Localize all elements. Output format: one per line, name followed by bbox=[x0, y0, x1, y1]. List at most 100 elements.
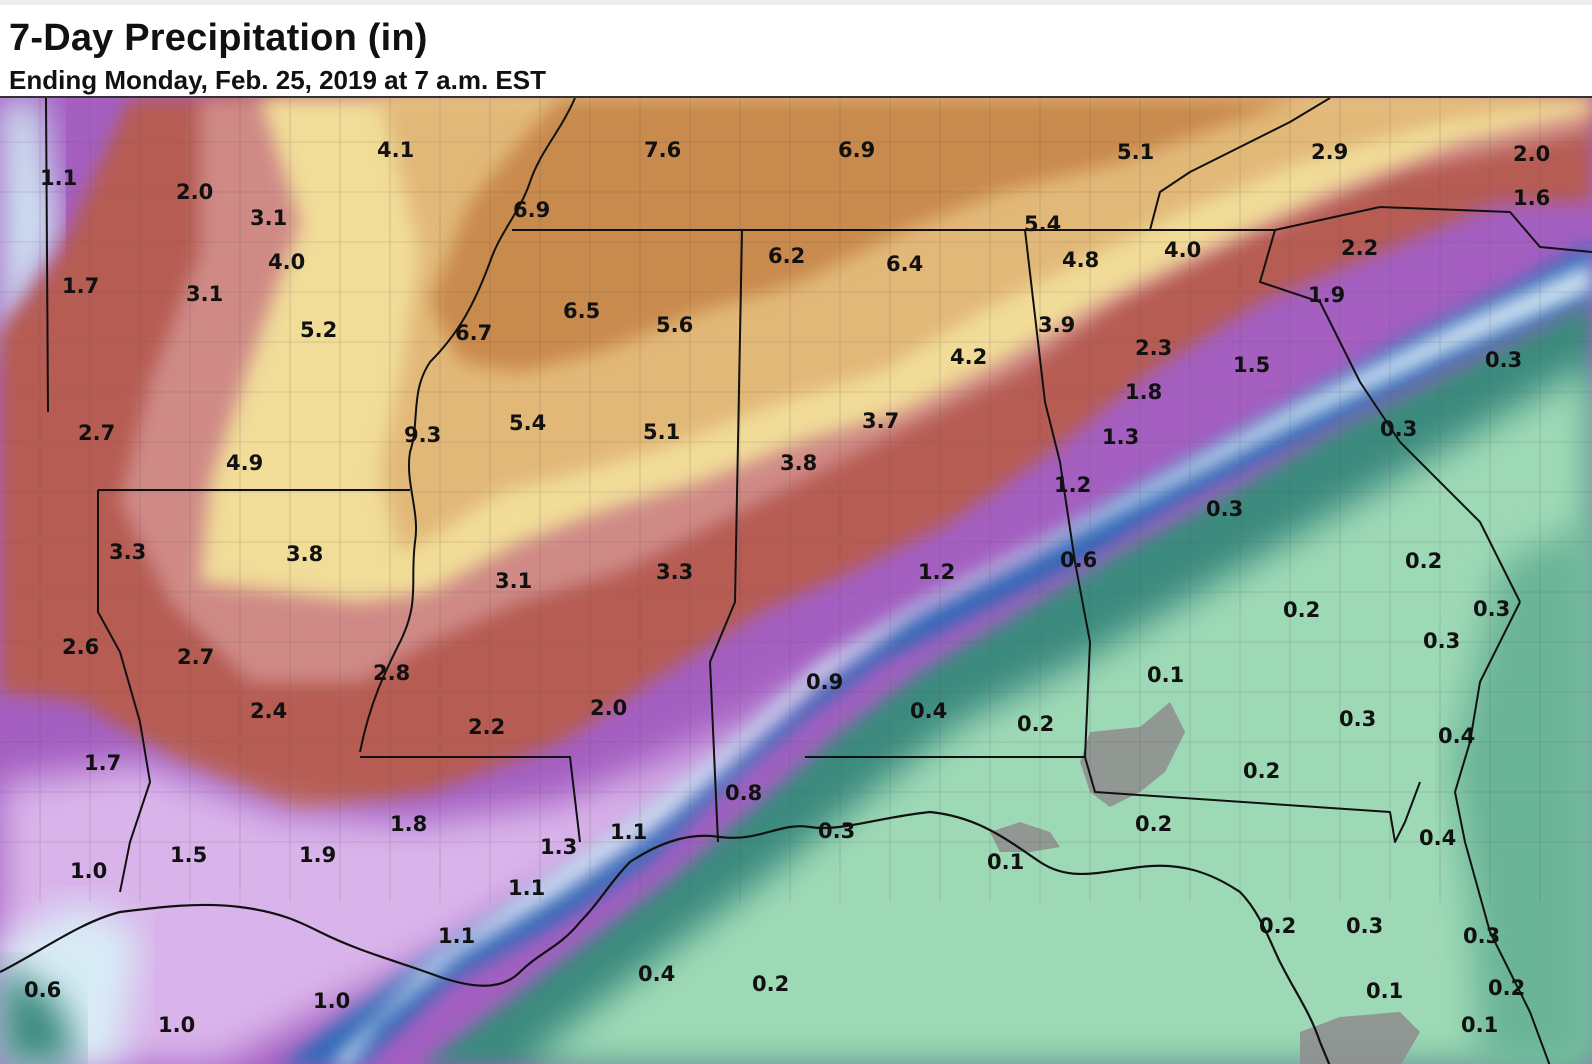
precip-value-label: 3.1 bbox=[495, 569, 532, 593]
precip-value-label: 2.9 bbox=[1311, 140, 1348, 164]
precip-shading bbox=[0, 98, 1592, 1064]
precip-value-label: 3.1 bbox=[186, 282, 223, 306]
precip-value-label: 4.0 bbox=[1164, 238, 1201, 262]
precip-value-label: 0.3 bbox=[1485, 348, 1522, 372]
precip-value-label: 4.1 bbox=[377, 138, 414, 162]
band-light-blue-strip bbox=[331, 262, 1592, 1064]
precip-value-label: 1.2 bbox=[1054, 473, 1091, 497]
precip-value-label: 4.8 bbox=[1062, 248, 1099, 272]
precip-value-label: 3.3 bbox=[656, 560, 693, 584]
precip-value-label: 0.6 bbox=[24, 978, 61, 1002]
border-ms-la bbox=[360, 756, 581, 843]
border-ga-fl-coast bbox=[1454, 601, 1551, 1064]
precip-value-label: 0.3 bbox=[1473, 597, 1510, 621]
precip-value-label: 2.8 bbox=[373, 661, 410, 685]
precip-value-label: 2.3 bbox=[1135, 336, 1172, 360]
precipitation-map: 1.1 2.0 3.1 4.1 7.6 6.9 5.1 2.9 2.0 1.6 6.9 5.4 1.7 4… bbox=[0, 96, 1592, 1064]
precip-value-label: 0.2 bbox=[1405, 549, 1442, 573]
precip-value-label: 5.4 bbox=[1024, 212, 1061, 236]
precip-value-label: 1.8 bbox=[1125, 380, 1162, 404]
border-nc-sc bbox=[1274, 206, 1592, 253]
border-al-ga bbox=[1024, 229, 1091, 758]
precip-value-label: 1.0 bbox=[70, 859, 107, 883]
precip-value-label: 1.5 bbox=[1233, 353, 1270, 377]
gray-area-2 bbox=[990, 822, 1060, 852]
precip-value-label: 0.3 bbox=[1206, 497, 1243, 521]
precip-value-label: 1.1 bbox=[508, 876, 545, 900]
precip-value-label: 0.4 bbox=[638, 962, 675, 986]
precip-value-label: 7.6 bbox=[644, 138, 681, 162]
precip-value-label: 0.9 bbox=[806, 670, 843, 694]
precip-value-label: 0.3 bbox=[1463, 924, 1500, 948]
precip-value-label: 0.4 bbox=[910, 699, 947, 723]
map-header: 7-Day Precipitation (in) Ending Monday, … bbox=[0, 0, 1592, 96]
precip-value-label: 2.4 bbox=[250, 699, 287, 723]
band-mint bbox=[522, 362, 1592, 1064]
precip-value-label: 2.7 bbox=[177, 645, 214, 669]
map-subtitle: Ending Monday, Feb. 25, 2019 at 7 a.m. E… bbox=[9, 65, 546, 95]
state-borders bbox=[45, 98, 1592, 1064]
gray-area-3 bbox=[1300, 1012, 1420, 1064]
precip-value-label: 1.3 bbox=[1102, 425, 1139, 449]
precip-value-label: 6.2 bbox=[768, 244, 805, 268]
precip-value-label: 1.5 bbox=[170, 843, 207, 867]
precip-value-label: 2.6 bbox=[62, 635, 99, 659]
precip-value-label: 0.3 bbox=[1339, 707, 1376, 731]
border-la-tx bbox=[97, 490, 151, 893]
precip-value-label: 5.2 bbox=[300, 318, 337, 342]
precip-value-label: 3.7 bbox=[862, 409, 899, 433]
precip-value-label: 0.1 bbox=[1461, 1013, 1498, 1037]
precip-value-label: 2.2 bbox=[1341, 236, 1378, 260]
precip-value-label: 1.9 bbox=[299, 843, 336, 867]
precip-value-label: 0.4 bbox=[1438, 724, 1475, 748]
band-green-coast bbox=[1450, 522, 1592, 1064]
precip-value-label: 2.7 bbox=[78, 421, 115, 445]
precip-value-label: 4.0 bbox=[268, 250, 305, 274]
precip-value-label: 0.2 bbox=[1488, 976, 1525, 1000]
precip-value-label: 3.9 bbox=[1038, 313, 1075, 337]
band-light-blue-west bbox=[0, 98, 60, 362]
gray-area-1 bbox=[1080, 702, 1185, 807]
precip-value-label: 1.0 bbox=[313, 989, 350, 1013]
band-teal-sw bbox=[0, 962, 80, 1064]
precip-value-label: 1.9 bbox=[1308, 283, 1345, 307]
precip-value-label: 1.3 bbox=[540, 835, 577, 859]
precip-value-label: 6.4 bbox=[886, 252, 923, 276]
precip-value-label: 1.1 bbox=[610, 820, 647, 844]
border-tx-ar bbox=[45, 98, 49, 413]
precip-value-label: 6.9 bbox=[838, 138, 875, 162]
precip-value-label: 1.1 bbox=[438, 924, 475, 948]
border-ga-sc bbox=[1259, 229, 1521, 603]
precip-value-label: 0.2 bbox=[1243, 759, 1280, 783]
precip-value-label: 0.1 bbox=[1147, 663, 1184, 687]
precip-value-label: 1.1 bbox=[40, 166, 77, 190]
precip-value-label: 0.1 bbox=[987, 850, 1024, 874]
precip-value-label: 4.9 bbox=[226, 451, 263, 475]
precip-value-label: 0.3 bbox=[818, 819, 855, 843]
precip-value-label: 2.2 bbox=[468, 715, 505, 739]
precip-value-label: 0.4 bbox=[1419, 826, 1456, 850]
gulf-coastline bbox=[0, 810, 1331, 1064]
precip-value-label: 5.1 bbox=[643, 420, 680, 444]
precip-value-label: 1.7 bbox=[84, 751, 121, 775]
precip-value-label: 0.2 bbox=[1017, 712, 1054, 736]
precip-labels: 1.1 2.0 3.1 4.1 7.6 6.9 5.1 2.9 2.0 1.6 6.9 5.4 1.7 4… bbox=[24, 138, 1550, 1037]
precip-value-label: 3.3 bbox=[109, 540, 146, 564]
precip-value-label: 0.2 bbox=[752, 972, 789, 996]
precip-value-label: 6.7 bbox=[455, 321, 492, 345]
border-fl-north bbox=[805, 756, 1421, 843]
precip-value-label: 2.0 bbox=[1513, 142, 1550, 166]
precip-value-label: 5.6 bbox=[656, 313, 693, 337]
precip-value-label: 3.8 bbox=[286, 542, 323, 566]
precip-value-label: 0.1 bbox=[1366, 979, 1403, 1003]
precip-value-label: 4.2 bbox=[950, 345, 987, 369]
precip-value-label: 6.9 bbox=[513, 198, 550, 222]
band-heavy bbox=[430, 98, 1300, 372]
precip-value-label: 5.1 bbox=[1117, 140, 1154, 164]
border-ky-va bbox=[1149, 98, 1331, 231]
precip-value-label: 3.1 bbox=[250, 206, 287, 230]
precip-value-label: 1.0 bbox=[158, 1013, 195, 1037]
precip-value-label: 2.0 bbox=[590, 696, 627, 720]
precip-value-label: 1.8 bbox=[390, 812, 427, 836]
precipitation-map-svg: 1.1 2.0 3.1 4.1 7.6 6.9 5.1 2.9 2.0 1.6 6.9 5.4 1.7 4… bbox=[0, 98, 1592, 1064]
